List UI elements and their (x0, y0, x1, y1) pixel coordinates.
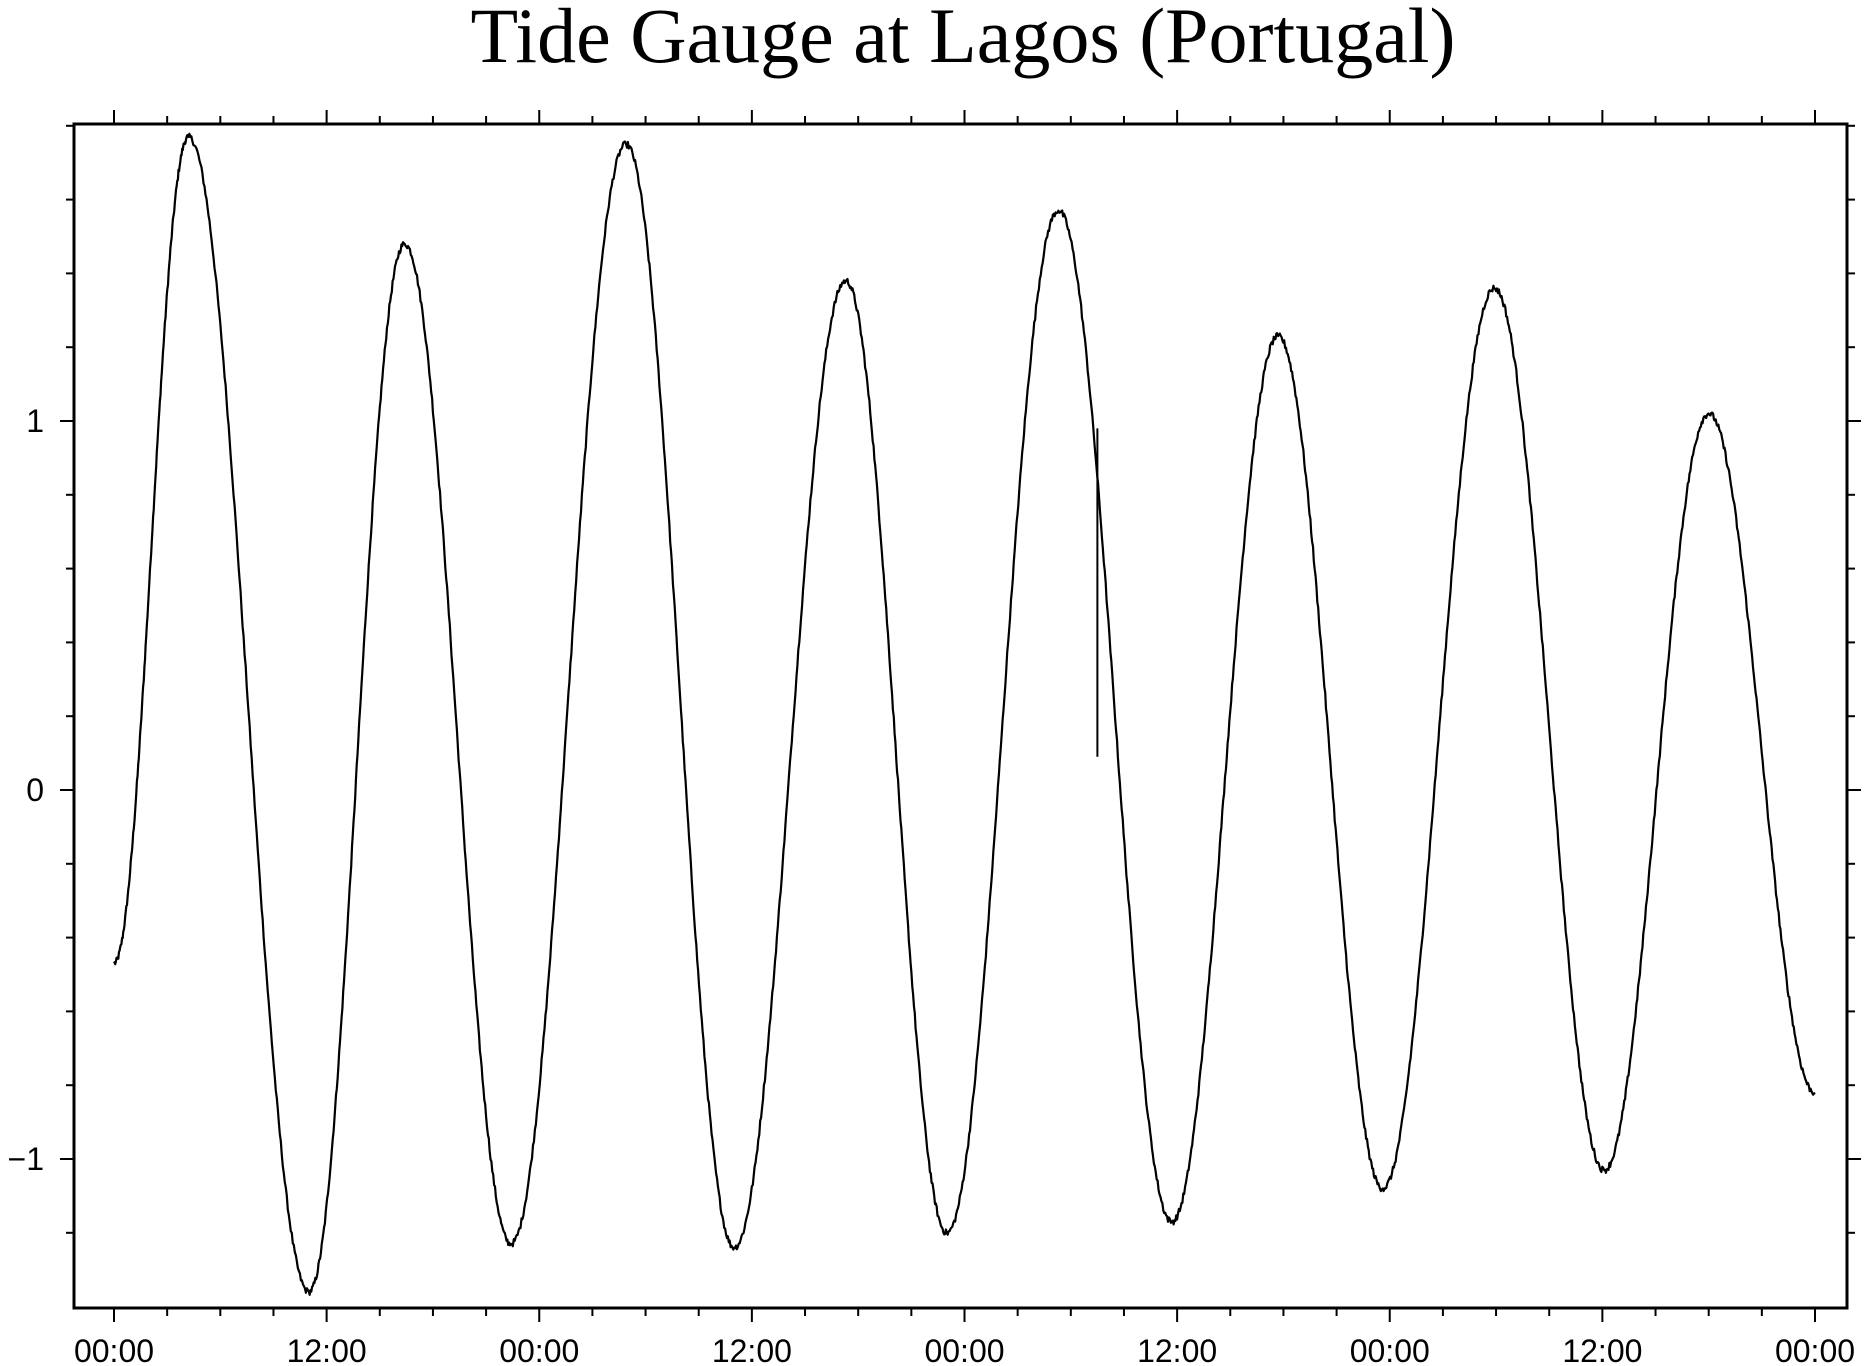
x-tick-label: 12:00 (712, 1333, 792, 1366)
y-tick-label: −1 (8, 1141, 44, 1177)
x-tick-label: 00:00 (924, 1333, 1004, 1366)
x-tick-label: 12:00 (287, 1333, 367, 1366)
tide-series-line (113, 132, 1816, 1296)
x-tick-label: 00:00 (499, 1333, 579, 1366)
chart-title: Tide Gauge at Lagos (Portugal) (471, 0, 1456, 79)
axis-labels: 00:00 12:00 00:00 12:00 00:00 12:00 00:00 12:00… (8, 403, 1856, 1366)
x-tick-label: 12:00 (1137, 1333, 1217, 1366)
y-tick-label: 0 (26, 772, 44, 808)
plot-frame (72, 122, 1849, 1310)
y-tick-label: 1 (26, 403, 44, 439)
x-tick-label: 12:00 (1562, 1333, 1642, 1366)
x-tick-label: 00:00 (1350, 1333, 1430, 1366)
x-tick-label: 00:00 (74, 1333, 154, 1366)
x-tick-label: 00:00 (1775, 1333, 1855, 1366)
